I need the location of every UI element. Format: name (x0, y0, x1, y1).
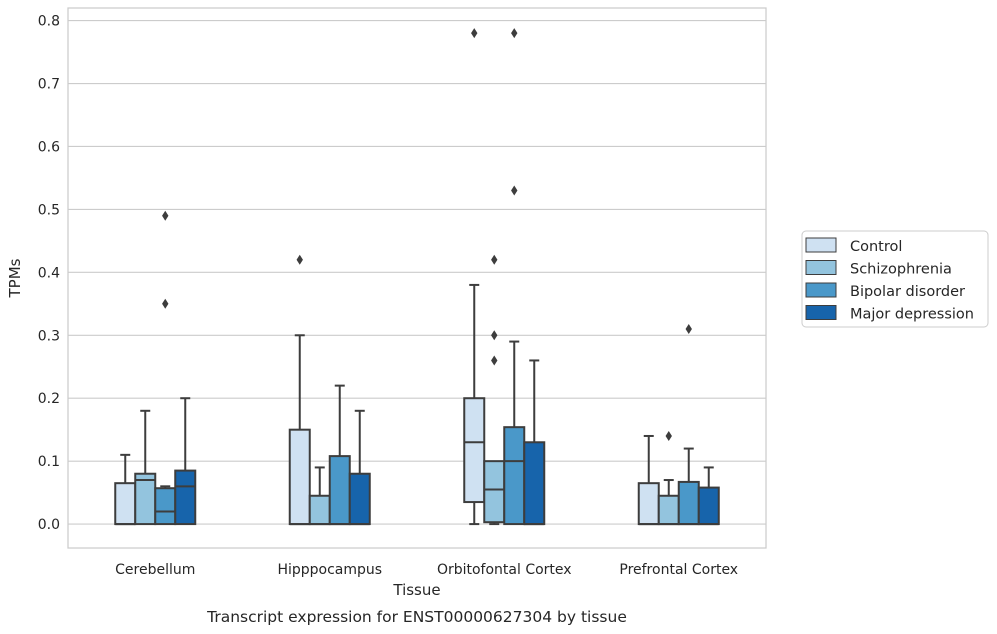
box-control (463, 28, 486, 526)
legend-swatch (805, 237, 837, 253)
box-body (657, 494, 680, 526)
y-tick-label: 0.2 (38, 391, 60, 407)
box-major-depression (348, 409, 371, 526)
legend-frame (801, 230, 989, 328)
y-tick-label: 0.4 (38, 265, 60, 281)
box-body (697, 486, 720, 526)
box-schizophrenia (657, 430, 680, 526)
box-schizophrenia (483, 254, 506, 526)
chart-caption: Transcript expression for ENST0000062730… (206, 608, 627, 626)
legend: Control Schizophrenia Bipolar disorder Majo… (801, 230, 989, 328)
box-bipolar-disorder (154, 210, 177, 526)
box-control (114, 453, 137, 526)
x-tick-label: Prefrontal Cortex (619, 562, 738, 578)
legend-swatch (805, 282, 837, 298)
outlier-point (511, 185, 518, 196)
box-body (483, 460, 506, 524)
legend-label: Major depression (850, 307, 974, 323)
outlier-point (685, 323, 692, 334)
x-tick-label: Orbitofontal Cortex (437, 562, 572, 578)
outlier-point (665, 430, 672, 441)
box-body (134, 472, 157, 526)
box-bipolar-disorder (503, 28, 526, 526)
plot-area-frame (67, 7, 767, 549)
legend-label: Control (850, 239, 902, 255)
box-schizophrenia (134, 409, 157, 526)
y-tick-label: 0.5 (38, 202, 60, 218)
x-tick-labels: Cerebellum Hipppocampus Orbitofontal Corte… (115, 562, 738, 578)
y-tick-label: 0.7 (38, 77, 60, 93)
legend-label: Bipolar disorder (850, 284, 965, 300)
box-body (328, 455, 351, 526)
y-tick-labels: 0.0 0.1 0.2 0.3 0.4 0.5 0.6 0.7 0.8 (38, 14, 60, 533)
box-major-depression (523, 359, 546, 526)
box-body (523, 441, 546, 526)
outlier-point (296, 254, 303, 265)
box-control (288, 254, 311, 526)
box-schizophrenia (308, 466, 331, 526)
box-body (154, 487, 177, 526)
y-tick-label: 0.8 (38, 14, 60, 30)
y-tick-label: 0.1 (38, 454, 60, 470)
legend-swatch (805, 305, 837, 320)
x-tick-label: Hipppocampus (277, 562, 382, 578)
box-major-depression (697, 466, 720, 526)
legend-label: Schizophrenia (850, 262, 952, 278)
y-tick-label: 0.3 (38, 328, 60, 344)
box-body (348, 472, 371, 526)
box-major-depression (174, 397, 197, 526)
outlier-point (491, 254, 498, 265)
legend-swatch (805, 260, 837, 275)
y-tick-label: 0.0 (38, 517, 60, 533)
box-body (288, 428, 311, 526)
outlier-point (162, 298, 169, 309)
box-body (677, 480, 700, 526)
box-body (503, 426, 526, 526)
box-series (114, 28, 720, 526)
y-axis-title: TPMs (6, 258, 24, 298)
y-gridlines (68, 20, 766, 525)
box-body (174, 469, 197, 526)
box-body (308, 494, 331, 526)
box-control (637, 434, 660, 526)
box-bipolar-disorder (677, 323, 700, 526)
box-body (114, 482, 137, 526)
box-body (637, 482, 660, 526)
outlier-point (491, 330, 498, 341)
outlier-point (471, 28, 478, 39)
x-tick-label: Cerebellum (115, 562, 195, 578)
box-body (463, 397, 486, 504)
y-tick-label: 0.6 (38, 139, 60, 155)
outlier-point (491, 355, 498, 366)
outlier-point (162, 210, 169, 221)
outlier-point (511, 28, 518, 39)
x-axis-title: Tissue (392, 581, 440, 599)
box-bipolar-disorder (328, 384, 351, 526)
